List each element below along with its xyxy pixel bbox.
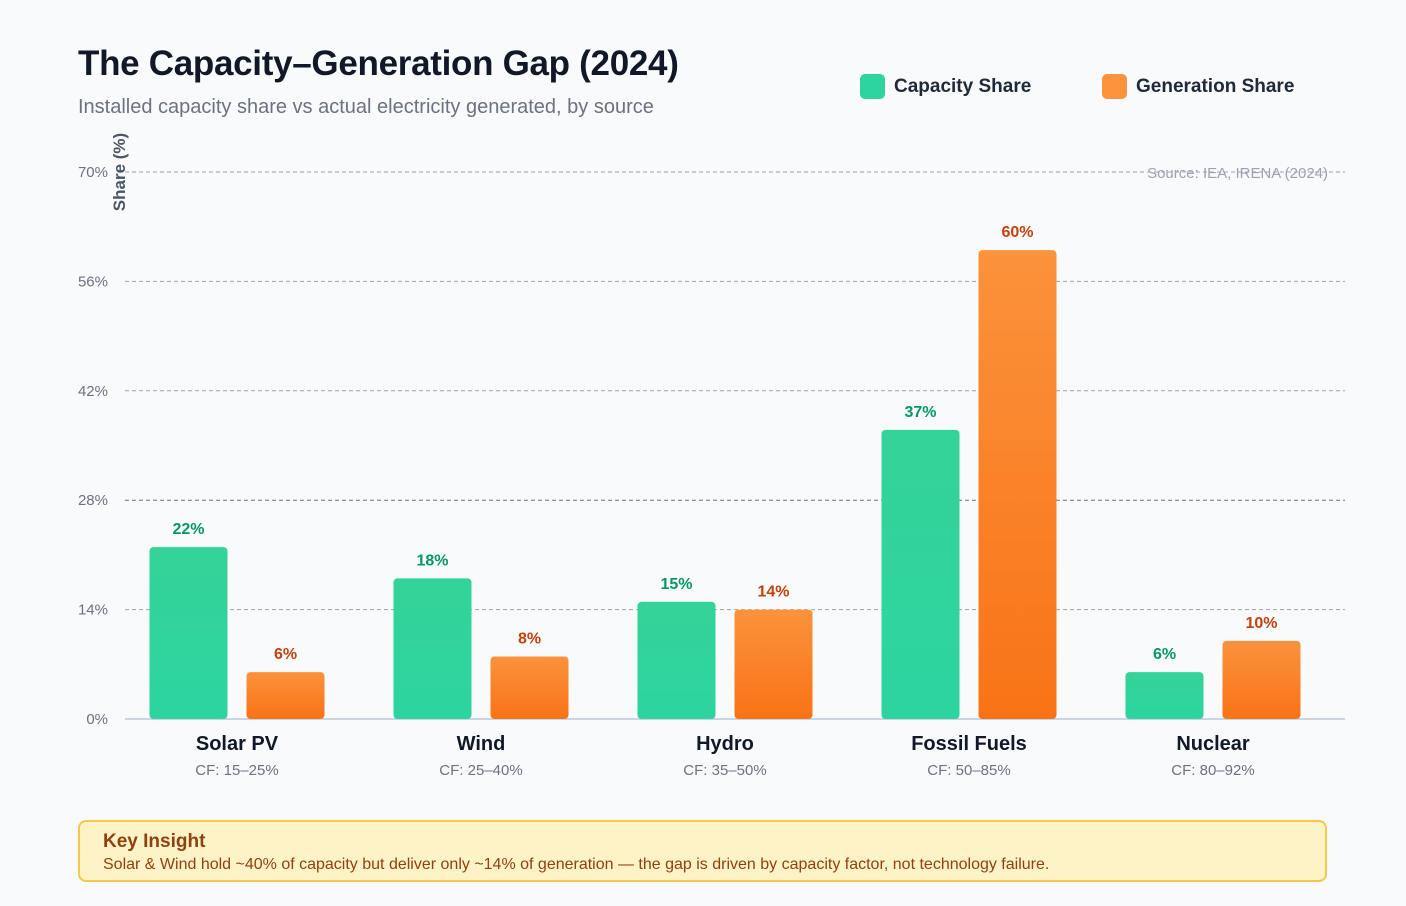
y-axis-title: Share (%)	[110, 133, 129, 211]
data-label-generation: 14%	[757, 584, 789, 601]
key-insight-text: Solar & Wind hold ~40% of capacity but d…	[103, 856, 1050, 873]
x-category-label: Wind	[457, 733, 506, 755]
x-category-label: Fossil Fuels	[911, 733, 1027, 755]
data-label-generation: 10%	[1245, 615, 1277, 632]
x-category-label: Hydro	[696, 733, 754, 755]
bar-capacity	[637, 601, 716, 719]
x-category-sublabel: CF: 50–85%	[927, 762, 1010, 779]
chart-title: The Capacity–Generation Gap (2024)	[78, 44, 679, 83]
bar-generation	[1222, 640, 1301, 719]
x-category-sublabel: CF: 15–25%	[195, 762, 278, 779]
key-insight-box: Key Insight Solar & Wind hold ~40% of ca…	[78, 820, 1327, 882]
data-label-generation: 6%	[274, 646, 297, 663]
x-category-label: Solar PV	[196, 733, 279, 755]
data-label-capacity: 22%	[172, 521, 204, 538]
legend-swatch-generation	[1102, 74, 1127, 99]
data-label-capacity: 37%	[904, 404, 936, 421]
y-tick-label: 0%	[86, 711, 108, 728]
legend-label-capacity: Capacity Share	[894, 75, 1032, 97]
data-label-capacity: 18%	[416, 552, 448, 569]
y-tick-label: 56%	[78, 273, 108, 290]
x-category-sublabel: CF: 35–50%	[683, 762, 766, 779]
bar-capacity	[881, 429, 960, 719]
data-label-generation: 8%	[518, 630, 541, 647]
y-tick-label: 70%	[78, 164, 108, 181]
bar-generation	[978, 250, 1057, 719]
legend-label-generation: Generation Share	[1136, 75, 1295, 97]
bar-capacity	[1125, 672, 1204, 719]
x-category-sublabel: CF: 25–40%	[439, 762, 522, 779]
bar-generation	[734, 609, 813, 719]
bar-capacity	[149, 547, 228, 719]
bar-generation	[246, 672, 325, 719]
x-category-sublabel: CF: 80–92%	[1171, 762, 1254, 779]
bar-generation	[490, 656, 569, 719]
y-tick-label: 42%	[78, 383, 108, 400]
legend-item-generation: Generation Share	[1102, 74, 1294, 99]
legend-item-capacity: Capacity Share	[860, 74, 1031, 99]
data-label-generation: 60%	[1001, 224, 1033, 241]
x-category-label: Nuclear	[1176, 733, 1250, 755]
y-tick-label: 28%	[78, 492, 108, 509]
data-label-capacity: 6%	[1153, 646, 1176, 663]
key-insight-title: Key Insight	[103, 831, 206, 852]
data-label-capacity: 15%	[660, 576, 692, 593]
y-tick-label: 14%	[78, 602, 108, 619]
bar-capacity	[393, 578, 472, 719]
bar-chart: 0% 14% 28% 42% 56% 70% Share (%) 22% 6% Solar PV C…	[78, 133, 1345, 779]
legend-swatch-capacity	[860, 74, 885, 99]
chart-subtitle: Installed capacity share vs actual elect…	[78, 96, 654, 118]
source-note: Source: IEA, IRENA (2024)	[1147, 165, 1328, 182]
